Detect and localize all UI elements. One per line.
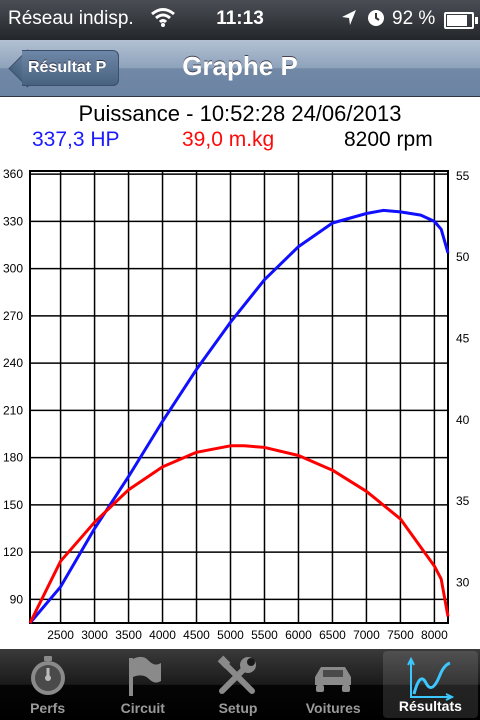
battery-tip — [475, 17, 478, 24]
carrier-label: Réseau indisp. — [8, 8, 134, 29]
location-icon — [340, 8, 358, 34]
y-left-tick-label: 120 — [3, 545, 23, 559]
y-left-tick-label: 90 — [10, 592, 24, 606]
rotation-lock-icon — [366, 8, 386, 34]
x-tick-label: 6500 — [319, 628, 346, 642]
x-tick-label: 5000 — [217, 628, 244, 642]
tab-voitures[interactable]: Voitures — [286, 649, 381, 720]
y-left-tick-label: 300 — [3, 262, 23, 276]
x-tick-label: 7500 — [387, 628, 414, 642]
tab-circuit[interactable]: Circuit — [95, 649, 190, 720]
flag-icon — [121, 655, 165, 702]
graph-icon — [406, 656, 455, 706]
y-right-tick-label: 45 — [456, 331, 470, 345]
x-tick-label: 4000 — [149, 628, 176, 642]
tab-resultats[interactable]: Résultats — [382, 651, 479, 718]
tools-icon — [216, 655, 260, 702]
car-icon — [311, 655, 355, 702]
x-tick-label: 8000 — [421, 628, 448, 642]
navigation-bar: Résultat P Graphe P — [0, 40, 480, 97]
power-torque-chart: 2500 3000 3500 4000 4500 5000 5500 6000 6500 7000… — [3, 167, 470, 642]
y-left-tick-label: 240 — [3, 356, 23, 370]
x-tick-label: 2500 — [47, 628, 74, 642]
y-right-tick-label: 35 — [456, 494, 470, 508]
chart-panel: Puissance - 10:52:28 24/06/2013 337,3 HP… — [0, 97, 480, 649]
tab-label: Circuit — [120, 700, 165, 716]
battery-percentage: 92 % — [392, 8, 436, 29]
torque-curve — [28, 444, 450, 624]
x-tick-label: 3500 — [115, 628, 142, 642]
status-bar: Réseau indisp. 11:13 92 % — [0, 0, 480, 40]
y-left-tick-label: 330 — [3, 214, 23, 228]
status-time: 11:13 — [216, 8, 264, 29]
x-tick-label: 5500 — [251, 628, 278, 642]
y-right-tick-label: 40 — [456, 413, 470, 427]
tab-setup[interactable]: Setup — [190, 649, 285, 720]
y-left-tick-label: 270 — [3, 309, 23, 323]
y-left-tick-label: 210 — [3, 403, 23, 417]
tab-label: Voitures — [305, 700, 361, 716]
battery-fill — [447, 15, 468, 26]
battery-icon — [444, 12, 478, 29]
x-tick-label: 7000 — [353, 628, 380, 642]
back-button-label: Résultat P — [22, 50, 120, 86]
y-right-tick-label: 30 — [456, 575, 470, 589]
y-left-tick-label: 360 — [3, 167, 23, 181]
x-tick-label: 4500 — [183, 628, 210, 642]
chart-title: Puissance - 10:52:28 24/06/2013 — [78, 101, 402, 126]
y-right-tick-label: 50 — [456, 250, 470, 264]
y-left-tick-label: 150 — [3, 498, 23, 512]
rpm-readout: 8200 rpm — [344, 128, 433, 151]
power-readout: 337,3 HP — [32, 128, 120, 151]
plot-frame — [29, 170, 449, 624]
page-title: Graphe P — [182, 51, 298, 81]
wifi-icon — [150, 5, 176, 35]
stopwatch-icon — [26, 655, 70, 702]
tab-label: Setup — [218, 700, 258, 716]
x-tick-label: 6000 — [285, 628, 312, 642]
y-left-tick-label: 180 — [3, 451, 23, 465]
power-curve — [28, 208, 450, 624]
torque-readout: 39,0 m.kg — [182, 128, 275, 151]
tab-bar: Perfs Circuit Setup — [0, 649, 480, 720]
tab-perfs[interactable]: Perfs — [0, 649, 95, 720]
tab-label: Résultats — [398, 698, 462, 714]
tab-label: Perfs — [30, 700, 66, 716]
y-right-tick-label: 55 — [456, 169, 470, 183]
x-tick-label: 3000 — [81, 628, 108, 642]
